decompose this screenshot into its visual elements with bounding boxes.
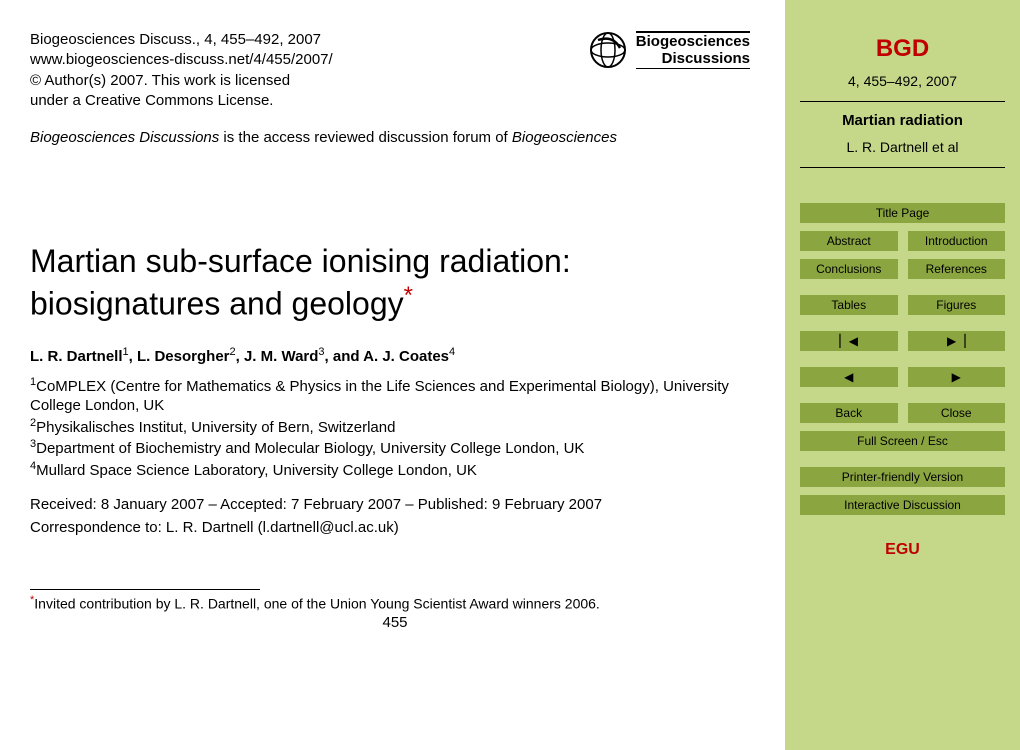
journal-abbrev: BGD	[876, 35, 929, 63]
next-page-button[interactable]: ▶	[908, 367, 1006, 387]
logo-text-2: Discussions	[636, 51, 750, 68]
affiliation-1: 1CoMPLEX (Centre for Mathematics & Physi…	[30, 375, 760, 416]
title-asterisk: *	[404, 282, 413, 309]
affiliation-2: 2Physikalisches Institut, University of …	[30, 416, 760, 438]
last-page-button[interactable]: ▶▕	[908, 331, 1006, 351]
affiliation-4: 4Mullard Space Science Laboratory, Unive…	[30, 459, 760, 481]
correspondence-line: Correspondence to: L. R. Dartnell (l.dar…	[30, 517, 760, 540]
egu-link[interactable]: EGU	[885, 541, 920, 559]
journal-logo-icon	[588, 30, 628, 70]
forum-mid: is the access reviewed discussion forum …	[219, 129, 512, 146]
affiliations: 1CoMPLEX (Centre for Mathematics & Physi…	[30, 375, 760, 481]
footnote-text: Invited contribution by L. R. Dartnell, …	[34, 596, 600, 612]
dates-line: Received: 8 January 2007 – Accepted: 7 F…	[30, 494, 760, 517]
forum-prefix: Biogeosciences Discussions	[30, 129, 219, 146]
titlepage-button[interactable]: Title Page	[800, 203, 1005, 223]
abstract-button[interactable]: Abstract	[800, 231, 898, 251]
back-button[interactable]: Back	[800, 403, 898, 423]
introduction-button[interactable]: Introduction	[908, 231, 1006, 251]
header-row: Biogeosciences Discuss., 4, 455–492, 200…	[30, 30, 760, 111]
sidebar-paper-title: Martian radiation	[842, 112, 963, 129]
nav-grid: Title Page Abstract Introduction Conclus…	[800, 203, 1005, 523]
citation-license1: © Author(s) 2007. This work is licensed	[30, 71, 333, 91]
paper-title: Martian sub-surface ionising radiation: …	[30, 241, 760, 324]
references-button[interactable]: References	[908, 259, 1006, 279]
figures-button[interactable]: Figures	[908, 295, 1006, 315]
main-content: Biogeosciences Discuss., 4, 455–492, 200…	[0, 0, 785, 750]
fullscreen-button[interactable]: Full Screen / Esc	[800, 431, 1005, 451]
volume-info: 4, 455–492, 2007	[848, 73, 957, 89]
title-line1: Martian sub-surface ionising radiation:	[30, 243, 571, 279]
sidebar: BGD 4, 455–492, 2007 Martian radiation L…	[785, 0, 1020, 750]
citation-url: www.biogeosciences-discuss.net/4/455/200…	[30, 50, 333, 70]
forum-note: Biogeosciences Discussions is the access…	[30, 129, 760, 146]
affiliation-3: 3Department of Biochemistry and Molecula…	[30, 437, 760, 459]
citation-license2: under a Creative Commons License.	[30, 91, 333, 111]
journal-logo-text: Biogeosciences Discussions	[636, 31, 750, 69]
sidebar-paper-authors: L. R. Dartnell et al	[846, 139, 958, 155]
page-number: 455	[30, 614, 760, 631]
title-line2: biosignatures and geology	[30, 286, 404, 322]
conclusions-button[interactable]: Conclusions	[800, 259, 898, 279]
tables-button[interactable]: Tables	[800, 295, 898, 315]
first-page-button[interactable]: ▏◀	[800, 331, 898, 351]
close-button[interactable]: Close	[908, 403, 1006, 423]
interactive-discussion-button[interactable]: Interactive Discussion	[800, 495, 1005, 515]
authors: L. R. Dartnell1, L. Desorgher2, J. M. Wa…	[30, 346, 760, 365]
prev-page-button[interactable]: ◀	[800, 367, 898, 387]
divider	[800, 101, 1005, 102]
citation-line: Biogeosciences Discuss., 4, 455–492, 200…	[30, 30, 333, 50]
logo-text-1: Biogeosciences	[636, 34, 750, 51]
citation-block: Biogeosciences Discuss., 4, 455–492, 200…	[30, 30, 333, 111]
printer-friendly-button[interactable]: Printer-friendly Version	[800, 467, 1005, 487]
footnote-rule	[30, 589, 260, 590]
footnote: *Invited contribution by L. R. Dartnell,…	[30, 594, 760, 612]
forum-suffix: Biogeosciences	[512, 129, 617, 146]
dates-correspondence: Received: 8 January 2007 – Accepted: 7 F…	[30, 494, 760, 539]
journal-logo-block: Biogeosciences Discussions	[588, 30, 750, 70]
divider	[800, 167, 1005, 168]
